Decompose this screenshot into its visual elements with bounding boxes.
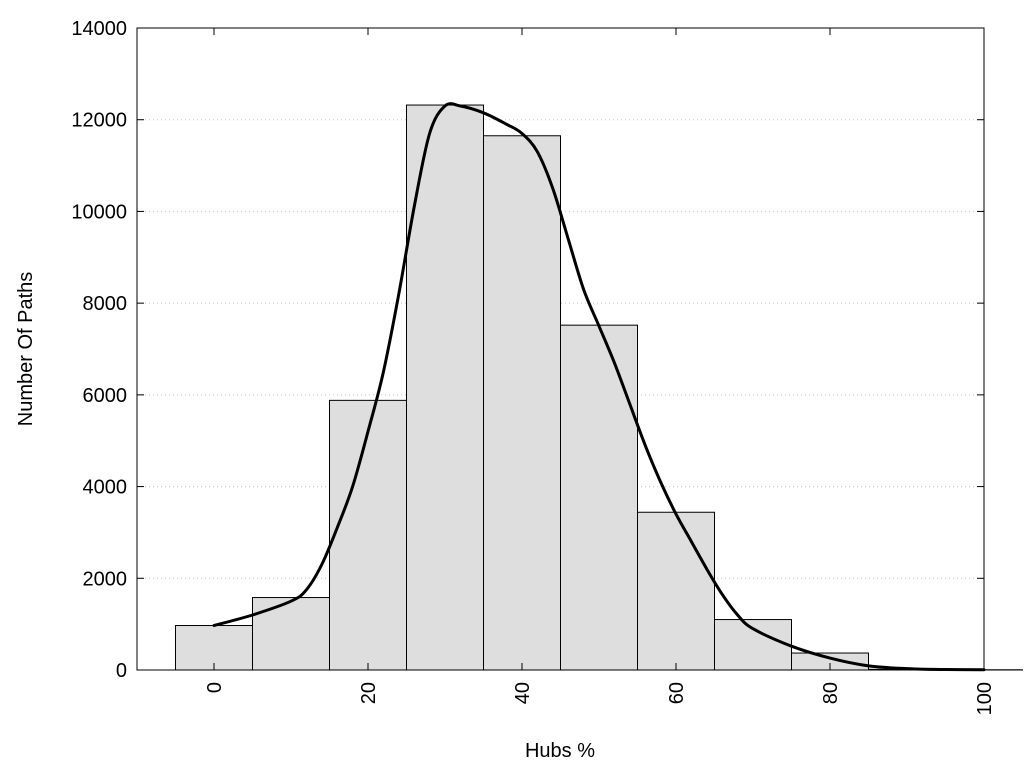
y-tick-label-0: 0 [116, 660, 127, 682]
plot-frame [136, 27, 985, 671]
y-axis-title: Number Of Paths [15, 272, 37, 427]
y-tick-label-3: 6000 [83, 385, 128, 407]
density-curve [212, 102, 986, 672]
bar-4 [483, 135, 561, 671]
bar-6 [637, 511, 715, 671]
bar-3 [406, 104, 484, 671]
ticks-layer: 0 2000 4000 6000 8000 10000 12000 14000 0 20 40 60 8… [71, 18, 996, 715]
bars-layer [175, 104, 1023, 671]
x-tick-label-5: 100 [974, 682, 996, 715]
bar-5 [560, 324, 638, 671]
y-tick-label-5: 10000 [71, 201, 127, 223]
x-axis-title: Hubs % [525, 740, 595, 762]
y-tick-label-7: 14000 [71, 18, 127, 40]
x-tick-label-0: 0 [204, 682, 226, 693]
x-tick-label-2: 40 [512, 682, 534, 704]
bar-2 [329, 399, 407, 671]
y-tick-label-6: 12000 [71, 110, 127, 132]
bar-1 [252, 597, 330, 671]
x-tick-label-3: 60 [666, 682, 688, 704]
y-tick-label-2: 4000 [83, 477, 128, 499]
y-tick-label-4: 8000 [83, 293, 128, 315]
curve-layer [212, 102, 986, 672]
x-tick-label-4: 80 [820, 682, 842, 704]
x-tick-label-1: 20 [358, 682, 380, 704]
bar-0 [175, 625, 253, 671]
y-tick-label-1: 2000 [83, 568, 128, 590]
